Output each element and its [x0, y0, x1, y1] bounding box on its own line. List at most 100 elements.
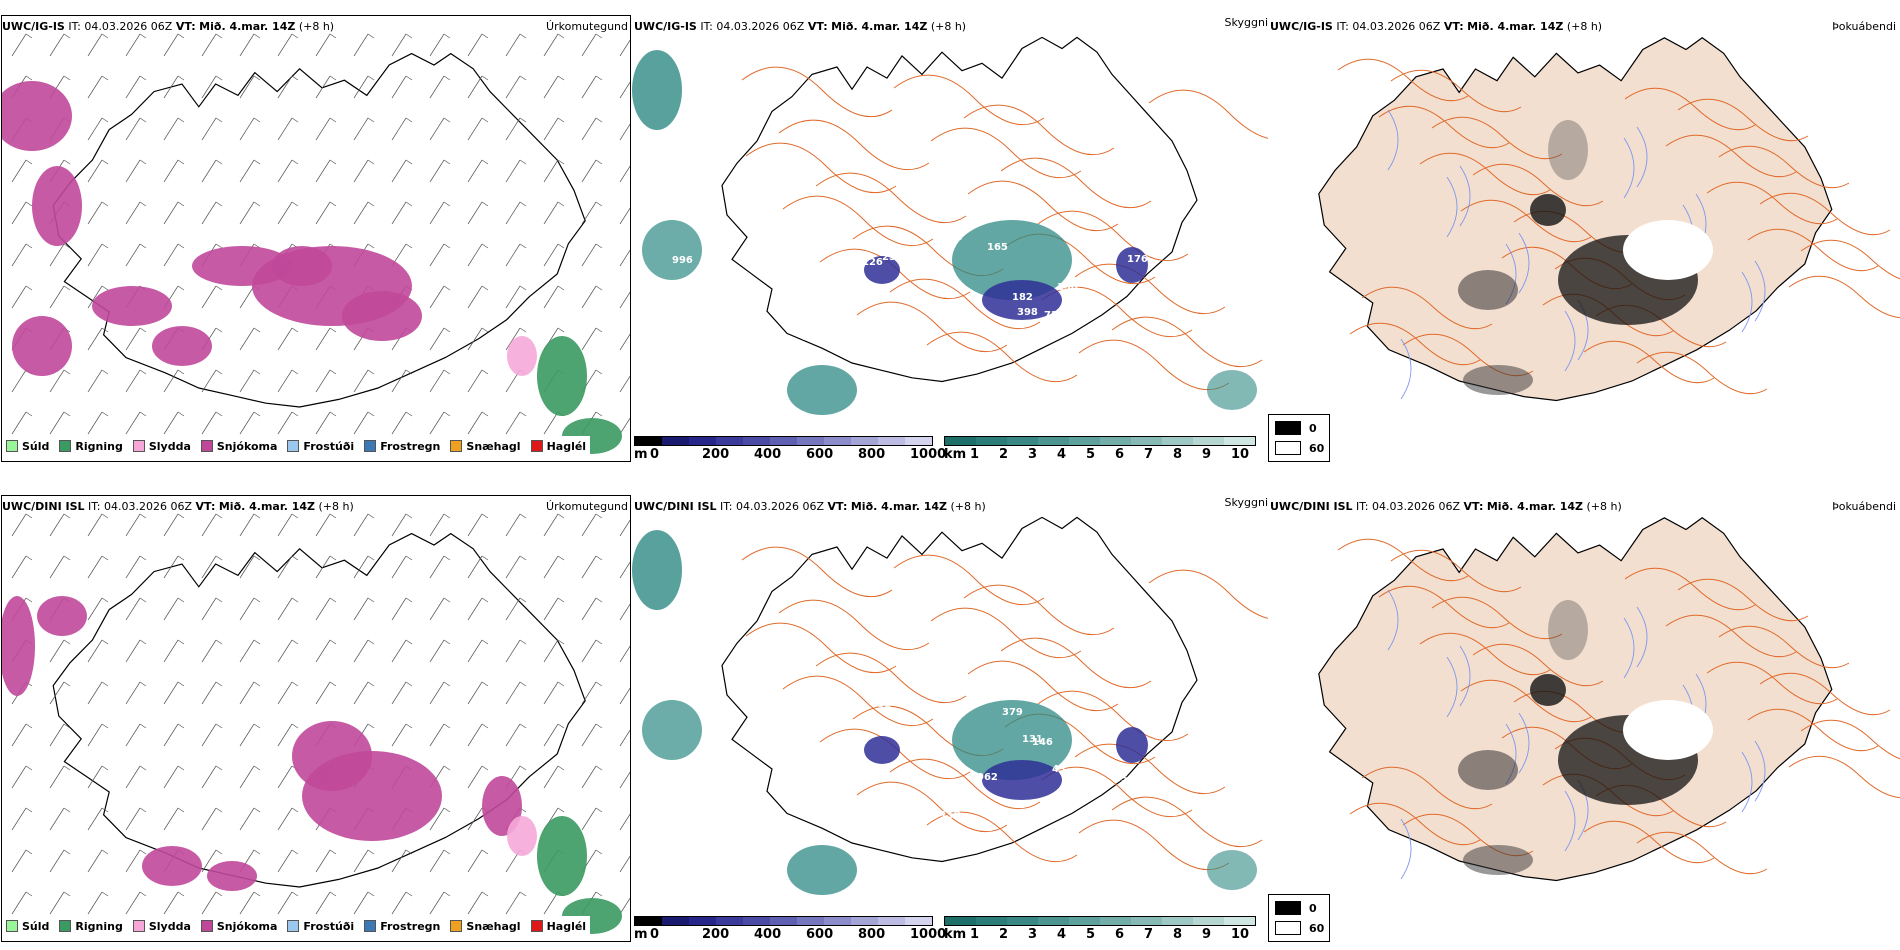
legend-item: Slydda — [132, 920, 191, 933]
colorbar-unit: m — [634, 927, 648, 942]
legend-swatch — [450, 920, 463, 932]
it-value: 04.03.2026 06Z — [1352, 20, 1441, 33]
vt-value: Mið. 4.mar. 14Z — [850, 500, 948, 513]
precip-legend: Súld Rigning Slydda Snjókoma Frostúði Frostre… — [2, 916, 591, 936]
cloud-base-label: 199 — [1120, 857, 1141, 868]
panel-header: UWC/DINI ISL IT: 04.03.2026 06Z VT: Mið.… — [1270, 500, 1622, 513]
legend-item: Snæhagl — [450, 440, 521, 453]
colorbar-tick: 6 — [1115, 927, 1125, 942]
colorbar-tick: 0 — [650, 927, 660, 942]
colorbar-tick: 1 — [970, 447, 980, 462]
cloud-visibility-panel: 356 379 81 131 146 43 359 962 159 199 74 UWC/DINI … — [632, 480, 1268, 950]
cloud-base-label: 95 — [832, 340, 846, 351]
panel-title: Skyggni — [1224, 16, 1268, 29]
colorbar-tick: 8 — [1173, 447, 1183, 462]
colorbar-tick: 5 — [1086, 447, 1096, 462]
colorbar-tick: 9 — [1202, 927, 1212, 942]
legend-item: Slydda — [132, 440, 191, 453]
legend-swatch — [530, 440, 543, 452]
visibility-colorbar: km 1 2 3 4 5 6 7 8 9 10 — [944, 436, 1264, 466]
cloud-base-label: 356 — [987, 687, 1008, 698]
colorbar-tick: 4 — [1057, 927, 1067, 942]
cloud-base-label: 123 — [942, 232, 963, 243]
fog-legend-item: 60 — [1275, 441, 1324, 455]
legend-label: Snæhagl — [466, 919, 521, 933]
legend-swatch — [287, 440, 300, 452]
cloud-base-label: 159 — [940, 810, 961, 821]
legend-swatch — [59, 920, 72, 932]
fog-legend-swatch — [1275, 921, 1301, 935]
lead-time: (+8 h) — [298, 20, 335, 33]
legend-swatch — [132, 920, 145, 932]
vt-label: VT: — [827, 500, 848, 513]
cloud-base-label: 131 — [1022, 734, 1043, 745]
vt-label: VT: — [175, 20, 196, 33]
cloud-base-colorbar: m 0 200 400 600 800 1000 — [634, 436, 946, 466]
legend-label: Frostregn — [380, 919, 441, 933]
vt-label: VT: — [1443, 20, 1464, 33]
lead-time: (+8 h) — [1566, 20, 1603, 33]
fog-legend-label: 60 — [1309, 441, 1325, 455]
fog-legend-label: 0 — [1309, 421, 1317, 435]
lead-time: (+8 h) — [950, 500, 986, 513]
it-label: IT: — [88, 500, 101, 513]
colorbar-tick: 3 — [1028, 447, 1038, 462]
colorbar-tick: 4 — [1057, 447, 1067, 462]
lead-time: (+8 h) — [318, 500, 354, 513]
lead-time: (+8 h) — [930, 20, 967, 33]
colorbar-tick: 200 — [702, 447, 730, 462]
cloud-base-label: 1198 — [922, 367, 950, 378]
it-value: 04.03.2026 06Z — [736, 500, 825, 513]
panel-header: UWC/IG-IS IT: 04.03.2026 06Z VT: Mið. 4.… — [1270, 20, 1602, 33]
panel-title: Úrkomutegund — [546, 500, 628, 513]
vt-value: Mið. 4.mar. 14Z — [831, 20, 928, 33]
legend-swatch — [530, 920, 543, 932]
legend-label: Súld — [22, 919, 50, 933]
forecast-row-0: UWC/IG-IS IT: 04.03.2026 06Z VT: Mið. 4.… — [0, 0, 1900, 470]
colorbar-unit: km — [944, 927, 967, 942]
colorbar-tick: 3 — [1028, 927, 1038, 942]
legend-item: Rigning — [59, 920, 123, 933]
cloud-base-label: 89 — [1080, 300, 1094, 311]
fog-legend-item: 0 — [1275, 901, 1317, 915]
cloud-base-colorbar: m 0 200 400 600 800 1000 — [634, 916, 946, 946]
legend-swatch — [200, 920, 213, 932]
colorbar-tick: 600 — [806, 447, 834, 462]
it-value: 04.03.2026 06Z — [104, 500, 193, 513]
legend-label: Frostregn — [380, 439, 441, 453]
legend-item: Rigning — [59, 439, 123, 453]
cloud-base-label: 253 — [882, 252, 903, 263]
fog-map[interactable] — [1268, 480, 1900, 910]
fog-map[interactable] — [1268, 0, 1900, 430]
colorbar-strip — [944, 436, 1256, 446]
panel-title: Þokuábendi — [1832, 20, 1896, 33]
colorbar-tick: 200 — [702, 927, 730, 942]
colorbar-tick: 5 — [1086, 927, 1096, 942]
fog-legend-label: 0 — [1309, 901, 1317, 915]
it-value: 04.03.2026 06Z — [1372, 500, 1461, 513]
colorbar-tick: 2 — [999, 447, 1009, 462]
colorbar-tick: 9 — [1202, 447, 1212, 462]
fog-index-panel: UWC/DINI ISL IT: 04.03.2026 06Z VT: Mið.… — [1268, 480, 1900, 950]
precip-map-frame[interactable] — [1, 15, 631, 462]
vt-value: Mið. 4.mar. 14Z — [199, 20, 296, 33]
lead-time: (+8 h) — [1586, 500, 1622, 513]
model-name: UWC/IG-IS — [1270, 20, 1333, 33]
legend-item: Frostúði — [287, 920, 354, 933]
colorbar-tick: 1000 — [910, 927, 947, 942]
legend-swatch — [450, 440, 463, 452]
panel-header: UWC/IG-IS IT: 04.03.2026 06Z VT: Mið. 4.… — [634, 20, 966, 33]
colorbar-tick: 600 — [806, 927, 834, 942]
precip-type-panel: UWC/DINI ISL IT: 04.03.2026 06Z VT: Mið.… — [0, 480, 632, 950]
colorbar-tick: 800 — [858, 927, 886, 942]
cloud-base-label: 74 — [1152, 705, 1166, 716]
it-label: IT: — [1336, 20, 1349, 33]
cloud-base-label: 179 — [962, 162, 983, 173]
legend-label: Rigning — [75, 439, 123, 453]
precip-map-frame[interactable] — [1, 495, 631, 942]
legend-swatch — [287, 920, 300, 932]
legend-label: Snjókoma — [216, 439, 278, 453]
colorbar-tick: 10 — [1231, 927, 1250, 942]
